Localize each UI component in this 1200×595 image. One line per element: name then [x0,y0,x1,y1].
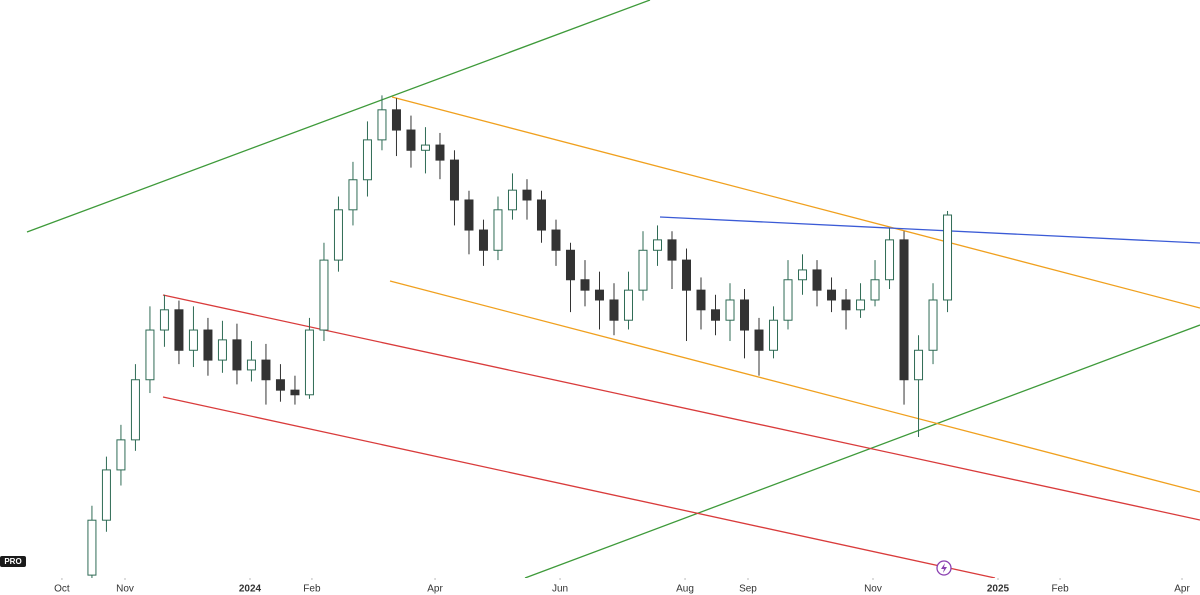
x-tick-label: Jun [552,584,568,595]
candle-body [609,299,619,321]
candle-body [696,289,706,311]
x-tick-label: Aug [676,584,694,595]
candle-body [827,289,837,301]
candle-body [623,289,633,321]
candle-body [667,239,677,261]
trendline [391,96,1200,309]
candle-body [319,259,329,331]
x-tick-label: Oct [54,584,70,595]
candle-body [377,109,387,141]
candle-body [652,239,662,251]
candle-body [217,339,227,361]
candle-body [304,329,314,396]
candle-body [740,299,750,331]
candle-body [275,379,285,391]
candle-body [188,329,198,351]
candle-body [130,379,140,441]
trendline [162,294,1200,521]
x-tick-label: Nov [864,584,882,595]
x-tick-label: Apr [427,584,443,595]
candle-body [203,329,213,361]
candle-body [783,279,793,321]
candle-body [580,279,590,291]
candle-body [914,349,924,381]
x-tick-label: 2025 [987,584,1010,595]
candle-body [159,309,169,331]
candle-body [565,249,575,281]
badge-bg [0,556,26,567]
trendline [389,280,1200,493]
candle-body [174,309,184,351]
candle-body [101,469,111,521]
candle-body [116,439,126,471]
candle-body [261,359,271,381]
candle-body [232,339,242,371]
trendlines [26,0,1200,579]
candle-body [536,199,546,231]
candle-body [551,229,561,251]
candle-body [899,239,909,381]
candle-body [507,189,517,211]
candle-body [812,269,822,291]
candle-body [246,359,256,371]
candle-body [870,279,880,301]
candle-body [638,249,648,291]
candle-body [435,144,445,161]
candle-body [711,309,721,321]
candle-body [362,139,372,181]
candle-body [87,519,97,576]
candle-body [406,129,416,151]
candle-body [464,199,474,231]
candle-body [145,329,155,381]
candle-body [725,299,735,321]
lightning-glyph [941,563,947,573]
candle-body [420,144,430,151]
candle-body [391,109,401,131]
candle-body [928,299,938,351]
candle-body [290,389,300,396]
candles [87,95,953,578]
candle-body [841,299,851,311]
x-tick-label: Feb [303,584,321,595]
x-tick-label: Apr [1174,584,1190,595]
candle-body [769,319,779,351]
candle-body [856,299,866,311]
x-axis: Oct Nov 2024 Feb Apr Jun Aug Sep Nov 2025 Feb Apr [54,578,1190,595]
candle-body [478,229,488,251]
badge: PRO [4,557,21,566]
candle-body [348,179,358,211]
x-tick-label: Nov [116,584,134,595]
candle-body [682,259,692,291]
trendline [524,324,1200,579]
candle-body [449,159,459,201]
trendline [162,396,996,579]
candle-body [493,209,503,251]
x-tick-label: Sep [739,584,757,595]
candle-body [754,329,764,351]
x-tick-label: 2024 [239,584,262,595]
x-tick-label: Feb [1051,584,1069,595]
x-axis-band [0,578,1200,595]
candle-body [943,214,953,301]
trendline [659,216,1200,244]
candle-body [885,239,895,281]
trendline [26,0,651,233]
candle-body [594,289,604,301]
candle-body [333,209,343,261]
candle-body [522,189,532,201]
candle-body [798,269,808,281]
